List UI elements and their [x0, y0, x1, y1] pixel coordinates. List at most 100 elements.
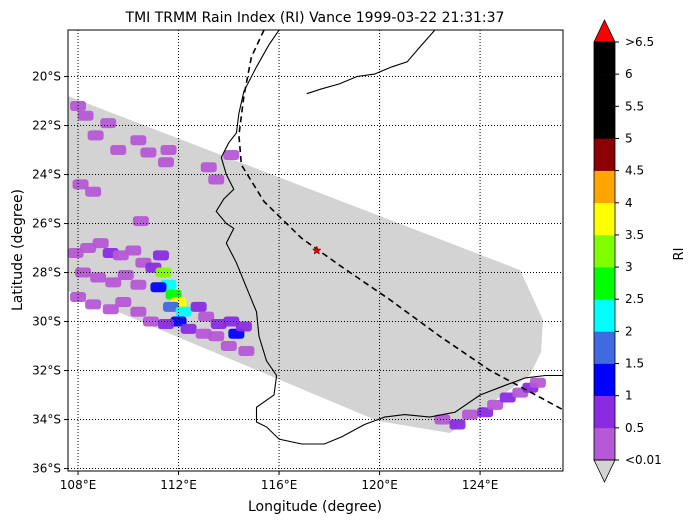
x-tick-label: 124°E [462, 478, 499, 492]
colorbar-bin [594, 170, 615, 204]
colorbar-bin [594, 331, 615, 364]
rain-cell [115, 296, 132, 307]
colorbar-bin [594, 267, 615, 300]
rain-cell [92, 238, 109, 249]
rain-cell [208, 331, 225, 342]
rain-cell [100, 118, 117, 129]
colorbar-over-triangle [593, 19, 616, 43]
x-tick-label: 120°E [361, 478, 398, 492]
colorbar-tick-label: 1 [625, 389, 633, 403]
plot-frame [67, 29, 564, 472]
rain-cell [112, 250, 129, 261]
rain-cell [208, 174, 225, 185]
rain-cell [155, 267, 172, 278]
storm-track-line [238, 30, 563, 411]
rain-cell [72, 179, 89, 190]
colorbar-frame [593, 41, 616, 461]
y-tick-label: 20°S [32, 70, 61, 84]
rain-cell [235, 321, 252, 332]
rain-cell [223, 316, 240, 327]
colorbar-tick-label: 5 [625, 131, 633, 145]
colorbar-tick-label: 6 [625, 67, 633, 81]
colorbar-bin [594, 299, 615, 332]
rain-cell [152, 250, 169, 261]
rain-cell [68, 247, 84, 258]
rain-cell [110, 145, 127, 156]
y-tick-label: 22°S [32, 119, 61, 133]
colorbar-tick-label: 0.5 [625, 421, 644, 435]
colorbar-tick-label: 5.5 [625, 99, 644, 113]
rain-cell [238, 345, 255, 356]
colorbar-tick-label: 4.5 [625, 164, 644, 178]
rain-cell [157, 157, 174, 168]
x-tick-label: 116°E [261, 478, 298, 492]
rain-cell [117, 270, 134, 280]
rain-cell [80, 243, 97, 254]
colorbar-tick-label: 2.5 [625, 292, 644, 306]
y-tick-label: 32°S [32, 364, 61, 378]
rain-cell [132, 216, 149, 227]
rain-cell [200, 162, 217, 173]
rain-cell [210, 319, 227, 329]
colorbar-tick-label: 4 [625, 196, 633, 210]
y-axis-label: Latitude (degree) [10, 189, 26, 311]
colorbar-under-triangle [593, 459, 616, 483]
colorbar-bin [594, 363, 615, 396]
rain-cell [487, 399, 504, 410]
rain-cell [529, 377, 546, 388]
rain-cell [434, 414, 451, 425]
x-axis-ticks: 108°E 112°E 116°E 120°E 124°E [60, 471, 499, 492]
rain-cell [160, 145, 177, 156]
coastline [215, 30, 563, 445]
y-tick-label: 24°S [32, 168, 61, 182]
rain-cell [462, 409, 479, 420]
rain-cell [85, 299, 102, 310]
colorbar-bin [594, 106, 615, 139]
rain-cell [105, 277, 122, 288]
rain-cell [195, 328, 212, 339]
rain-cell [130, 279, 147, 290]
rain-cell [130, 135, 147, 146]
rain-cell [130, 306, 147, 317]
rain-cell [190, 301, 207, 312]
rain-cell [90, 272, 107, 283]
rain-cell [102, 304, 119, 315]
coastline-segment [215, 30, 563, 445]
rain-cell [125, 245, 142, 256]
colorbar: <0.01 0.5 1 1.5 2 2.5 3 3.5 4 4.5 5 5.5 6 >6.5 [593, 19, 662, 483]
colorbar-bin [594, 395, 615, 429]
y-axis-ticks: 20°S 22°S 24°S 26°S 28°S 30°S 32°S 34°S 36°S [32, 70, 68, 476]
chart-title: TMI TRMM Rain Index (RI) Vance 1999-03-2… [125, 10, 505, 26]
colorbar-tick-label: 2 [625, 324, 633, 338]
rain-cell [163, 301, 180, 312]
rain-index-cells [68, 100, 546, 430]
coastline-segment [306, 30, 436, 95]
x-axis-label: Longitude (degree) [248, 499, 382, 515]
rain-cell [77, 110, 94, 121]
colorbar-tick-label: 3 [625, 260, 633, 274]
colorbar-bin [594, 202, 615, 236]
rain-cell [449, 419, 466, 430]
colorbar-bin [594, 74, 615, 107]
colorbar-tick-label: <0.01 [625, 453, 662, 467]
rain-cell [499, 392, 516, 403]
colorbar-tick-label: 3.5 [625, 228, 644, 242]
rain-cell [198, 311, 215, 322]
colorbar-bin [594, 138, 615, 171]
rain-cell [180, 323, 197, 334]
rain-cell [477, 407, 494, 418]
colorbar-tick-label: 1.5 [625, 357, 644, 371]
colorbar-label: RI [672, 248, 687, 261]
rain-cell [85, 186, 102, 197]
y-tick-label: 34°S [32, 413, 61, 427]
rain-cell [175, 306, 192, 317]
rain-cell [140, 147, 157, 158]
colorbar-bin [594, 234, 615, 268]
rain-cell [223, 149, 240, 160]
rain-cell [157, 319, 174, 329]
rain-cell [142, 316, 159, 327]
colorbar-tick-label: >6.5 [625, 35, 654, 49]
y-tick-label: 26°S [32, 217, 61, 231]
y-tick-label: 30°S [32, 315, 61, 329]
